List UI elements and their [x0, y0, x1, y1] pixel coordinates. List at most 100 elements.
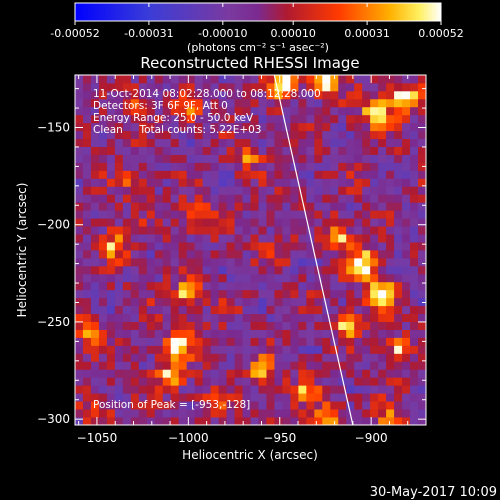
heatmap-cell [338, 106, 347, 116]
heatmap-cell [354, 218, 363, 227]
heatmap-cell [346, 82, 355, 92]
heatmap-cell [362, 75, 371, 84]
heatmap-cell [138, 329, 148, 338]
heatmap-cell [250, 265, 259, 275]
heatmap-cell [290, 369, 299, 378]
heatmap-cell [210, 250, 219, 259]
heatmap-cell [418, 75, 426, 84]
heatmap-cell [242, 130, 251, 140]
heatmap-cell [218, 257, 227, 267]
heatmap-cell [130, 138, 140, 147]
heatmap-cell [298, 186, 307, 195]
heatmap-cell [258, 162, 267, 171]
heatmap-cell [75, 218, 84, 227]
heatmap-cell [210, 242, 219, 251]
heatmap-cell [410, 226, 419, 235]
heatmap-cell [114, 106, 124, 116]
heatmap-cell [322, 106, 331, 116]
heatmap-cell [338, 401, 347, 410]
heatmap-cell [306, 265, 315, 275]
heatmap-cell [394, 90, 403, 100]
heatmap-cell [338, 393, 347, 402]
heatmap-cell [98, 210, 108, 219]
heatmap-cell [338, 122, 347, 132]
heatmap-cell [386, 186, 395, 195]
heatmap-cell [418, 194, 426, 203]
heatmap-cell [250, 75, 259, 84]
heatmap-cell [370, 273, 379, 283]
heatmap-cell [82, 369, 92, 378]
heatmap-cell [202, 194, 212, 203]
heatmap-cell [386, 242, 395, 251]
heatmap-cell [202, 250, 212, 259]
heatmap-cell [258, 377, 267, 386]
heatmap-cell [330, 313, 339, 322]
heatmap-cell [338, 202, 347, 211]
heatmap-cell [130, 289, 140, 299]
heatmap-cell [98, 393, 108, 402]
heatmap-cell [82, 178, 92, 187]
heatmap-cell [138, 106, 148, 116]
heatmap-cell [146, 226, 156, 235]
heatmap-cell [90, 218, 100, 227]
heatmap-cell [234, 106, 243, 116]
heatmap-cell [202, 186, 212, 195]
heatmap-cell [306, 154, 315, 163]
heatmap-cell [250, 146, 259, 155]
heatmap-cell [386, 321, 395, 330]
heatmap-cell [370, 154, 379, 163]
heatmap-cell [378, 377, 387, 386]
heatmap-cell [362, 393, 371, 402]
heatmap-cell [370, 226, 379, 235]
heatmap-cell [218, 162, 227, 171]
heatmap-cell [330, 122, 339, 132]
heatmap-cell [98, 289, 108, 299]
heatmap-cell [274, 194, 283, 203]
heatmap-cell [250, 250, 259, 259]
heatmap-cell [306, 90, 315, 100]
heatmap-cell [75, 401, 84, 410]
heatmap-cell [202, 202, 212, 211]
heatmap-cell [378, 234, 387, 243]
heatmap-cell [170, 226, 180, 235]
heatmap-cell [370, 186, 379, 195]
heatmap-cell [266, 114, 275, 124]
heatmap-cell [194, 122, 204, 132]
heatmap-cell [330, 146, 339, 155]
heatmap-cell [402, 337, 411, 346]
heatmap-cell [122, 337, 132, 346]
heatmap-cell [274, 242, 283, 251]
heatmap-cell [162, 138, 172, 147]
heatmap-cell [178, 130, 188, 140]
heatmap-cell [338, 361, 347, 370]
heatmap-cell [258, 178, 267, 187]
heatmap-cell [75, 409, 84, 418]
heatmap-cell [162, 186, 172, 195]
heatmap-cell [370, 75, 379, 84]
heatmap-cell [218, 122, 227, 132]
heatmap-cell [354, 401, 363, 410]
heatmap-cell [418, 186, 426, 195]
heatmap-cell [338, 417, 347, 425]
heatmap-cell [402, 90, 411, 100]
heatmap-cell [170, 194, 180, 203]
heatmap-cell [402, 353, 411, 362]
heatmap-cell [250, 98, 259, 108]
heatmap-cell [290, 273, 299, 283]
heatmap-cell [90, 98, 100, 108]
colorbar-tick-labels: -0.00052 -0.00031 -0.00010 0.00010 0.00031 0.… [50, 27, 463, 40]
heatmap-cell [82, 210, 92, 219]
heatmap-cell [170, 186, 180, 195]
heatmap-cell [170, 417, 180, 425]
heatmap-cell [130, 250, 140, 259]
heatmap-cell [290, 329, 299, 338]
heatmap-cell [274, 202, 283, 211]
heatmap-cell [306, 75, 315, 84]
heatmap-cell [122, 377, 132, 386]
heatmap-cell [154, 242, 164, 251]
heatmap-cell [362, 138, 371, 147]
heatmap-cell [106, 337, 116, 346]
heatmap-cell [394, 250, 403, 259]
heatmap-cell [306, 146, 315, 155]
heatmap-cell [346, 345, 355, 354]
